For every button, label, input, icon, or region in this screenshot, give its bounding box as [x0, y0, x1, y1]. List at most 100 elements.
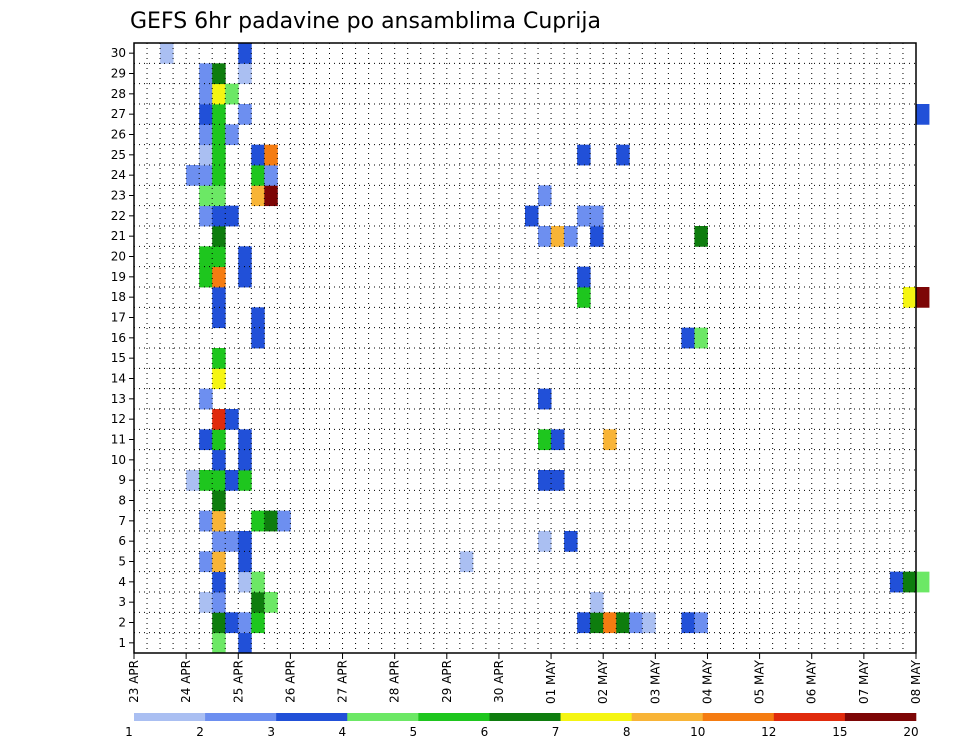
precip-cell	[238, 104, 252, 125]
precip-cell	[212, 287, 226, 308]
y-tick-label: 5	[118, 555, 126, 569]
precip-cell	[459, 551, 474, 573]
precip-cell	[225, 124, 239, 146]
y-tick-label: 26	[111, 128, 126, 142]
colorbar-swatch	[134, 713, 206, 721]
precip-cell	[238, 43, 252, 64]
colorbar-swatch	[844, 713, 917, 721]
y-tick-label: 7	[118, 514, 126, 528]
precip-cell	[186, 470, 200, 491]
precip-cell	[251, 165, 265, 186]
precip-cell	[251, 612, 265, 634]
y-tick-label: 3	[118, 595, 126, 609]
y-tick-label: 24	[111, 168, 126, 182]
precip-cell	[199, 470, 213, 491]
precip-cell	[694, 612, 708, 634]
y-tick-label: 13	[111, 392, 126, 406]
x-tick-label: 30 APR	[492, 660, 506, 703]
precip-cell	[916, 571, 930, 593]
colorbar-label: 8	[623, 725, 631, 739]
precip-cell	[212, 632, 226, 654]
precip-cell	[199, 124, 213, 146]
precip-cell	[616, 144, 630, 166]
precip-cell	[238, 531, 252, 552]
x-tick-label: 07 MAY	[857, 659, 871, 704]
colorbar-swatch	[347, 713, 419, 721]
precip-cell	[212, 531, 226, 552]
y-tick-label: 11	[111, 433, 126, 447]
precip-cell	[199, 388, 213, 410]
precip-cell	[225, 409, 239, 430]
x-tick-label: 05 MAY	[753, 659, 767, 704]
precip-cell	[199, 266, 213, 288]
y-tick-label: 14	[111, 372, 126, 386]
x-tick-label: 02 MAY	[596, 659, 610, 704]
precip-cell	[238, 429, 252, 451]
precip-cell	[681, 327, 695, 349]
precip-cell	[577, 287, 591, 308]
precip-cell	[642, 612, 656, 634]
x-tick-label: 01 MAY	[544, 659, 558, 704]
precip-cell	[199, 510, 213, 532]
precip-cell	[889, 571, 904, 593]
precip-cell	[212, 226, 226, 247]
precip-cell	[538, 429, 552, 451]
precip-cell	[238, 551, 252, 573]
colorbar-swatch	[631, 713, 704, 721]
precip-cell	[902, 571, 917, 593]
colorbar-swatch	[702, 713, 775, 721]
y-tick-label: 25	[111, 148, 126, 162]
precip-cell	[212, 246, 226, 268]
precip-cell	[577, 612, 591, 634]
x-tick-label: 29 APR	[440, 660, 454, 703]
y-tick-label: 20	[111, 250, 126, 264]
precip-cell	[251, 592, 265, 613]
y-tick-label: 30	[111, 46, 126, 60]
colorbar-label: 1	[125, 725, 133, 739]
precip-cell	[212, 124, 226, 146]
precip-cell	[225, 612, 239, 634]
y-tick-label: 4	[118, 575, 126, 589]
y-tick-label: 9	[118, 473, 126, 487]
precip-cell	[238, 449, 252, 471]
x-tick-label: 27 APR	[336, 660, 350, 703]
colorbar-swatch	[205, 713, 277, 721]
precip-cell	[212, 307, 226, 329]
y-tick-label: 17	[111, 311, 126, 325]
precip-cell	[538, 226, 552, 247]
precip-cell	[212, 165, 226, 186]
precip-cell	[538, 470, 552, 491]
precip-cell	[212, 592, 226, 613]
y-tick-label: 8	[118, 494, 126, 508]
precip-cell	[212, 510, 226, 532]
precip-cell	[238, 63, 252, 85]
precip-cell	[238, 612, 252, 634]
x-tick-labels: 23 APR 24 APR 25 APR 26 APR 27 APR 28 APR 29 A…	[127, 653, 923, 704]
precip-cell	[160, 43, 174, 64]
precip-cell	[251, 327, 265, 349]
precip-cell	[212, 348, 226, 369]
precip-cell	[603, 429, 617, 451]
precip-cell	[251, 185, 265, 207]
y-tick-label: 16	[111, 331, 126, 345]
precip-cell	[603, 612, 617, 634]
precip-cell	[212, 83, 226, 105]
precip-cell	[551, 226, 565, 247]
precip-cell	[238, 632, 252, 654]
precip-cell	[264, 165, 278, 186]
precip-cell	[577, 205, 591, 227]
precip-cell	[916, 287, 930, 308]
chart-title: GEFS 6hr padavine po ansamblima Cuprija	[130, 9, 601, 34]
colorbar-label: 20	[903, 725, 918, 739]
precip-cell	[577, 266, 591, 288]
precip-cell	[199, 63, 213, 85]
y-tick-label: 19	[111, 270, 126, 284]
y-tick-label: 18	[111, 290, 126, 304]
colorbar-label: 10	[690, 725, 705, 739]
precip-cell	[199, 429, 213, 451]
precip-cell	[616, 612, 630, 634]
x-tick-label: 25 APR	[231, 660, 245, 703]
precip-cell	[199, 83, 213, 105]
precip-cell	[212, 205, 226, 227]
